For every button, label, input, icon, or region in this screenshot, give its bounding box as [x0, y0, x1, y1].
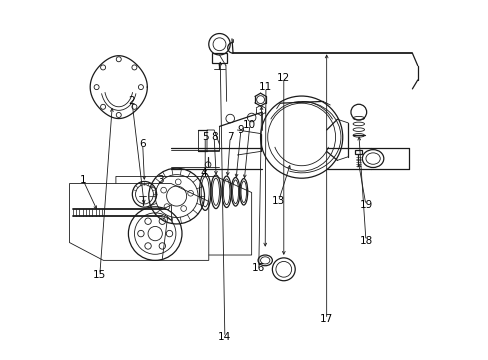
Polygon shape — [69, 184, 208, 260]
Text: 12: 12 — [277, 73, 290, 83]
Text: 13: 13 — [271, 197, 285, 206]
Text: 2: 2 — [128, 96, 135, 107]
Bar — [211, 53, 227, 63]
Text: 19: 19 — [359, 200, 372, 210]
Text: 1: 1 — [80, 175, 86, 185]
Text: 17: 17 — [319, 314, 333, 324]
Text: 11: 11 — [259, 82, 272, 92]
Text: 8: 8 — [210, 132, 217, 142]
Text: 10: 10 — [243, 120, 256, 130]
Text: 6: 6 — [139, 139, 146, 149]
Text: 5: 5 — [202, 132, 208, 142]
Text: 18: 18 — [359, 236, 372, 246]
Bar — [354, 150, 361, 154]
Text: 3: 3 — [157, 175, 163, 185]
Text: 14: 14 — [218, 332, 231, 342]
Text: 15: 15 — [93, 270, 106, 280]
Text: 16: 16 — [252, 262, 265, 273]
Text: 4: 4 — [200, 168, 206, 178]
Polygon shape — [116, 176, 251, 255]
Text: 9: 9 — [237, 125, 244, 135]
Text: 7: 7 — [226, 132, 233, 142]
